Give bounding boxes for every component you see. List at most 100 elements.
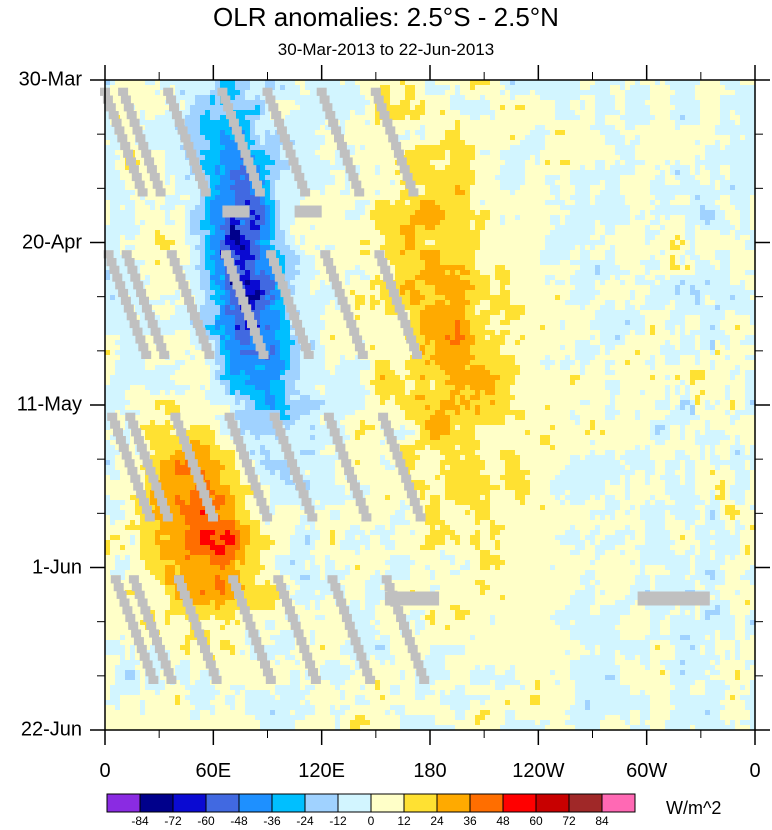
- heatmap-cell: [325, 195, 331, 201]
- heatmap-cell: [160, 165, 166, 171]
- heatmap-cell: [665, 90, 671, 96]
- heatmap-cell: [520, 180, 526, 186]
- heatmap-cell: [735, 120, 741, 126]
- heatmap-cell: [590, 85, 596, 91]
- heatmap-cell: [205, 270, 211, 276]
- heatmap-cell: [265, 195, 271, 201]
- heatmap-cell: [510, 230, 516, 236]
- heatmap-cell: [355, 195, 361, 201]
- heatmap-cell: [255, 240, 261, 246]
- heatmap-cell: [470, 265, 476, 271]
- heatmap-cell: [330, 225, 336, 231]
- heatmap-cell: [690, 110, 696, 116]
- heatmap-cell: [665, 215, 671, 221]
- heatmap-cell: [335, 175, 341, 181]
- heatmap-cell: [750, 130, 756, 136]
- heatmap-cell: [635, 255, 641, 261]
- heatmap-cell: [320, 205, 326, 211]
- heatmap-cell: [560, 185, 566, 191]
- heatmap-cell: [715, 200, 721, 206]
- heatmap-cell: [620, 140, 626, 146]
- heatmap-cell: [720, 185, 726, 191]
- heatmap-cell: [220, 240, 226, 246]
- heatmap-cell: [745, 150, 751, 156]
- heatmap-cell: [480, 190, 486, 196]
- heatmap-cell: [210, 230, 216, 236]
- heatmap-cell: [660, 165, 666, 171]
- heatmap-cell: [590, 90, 596, 96]
- heatmap-cell: [555, 115, 561, 121]
- heatmap-cell: [200, 220, 206, 226]
- heatmap-cell: [265, 125, 271, 131]
- heatmap-cell: [750, 170, 756, 176]
- heatmap-cell: [370, 190, 376, 196]
- heatmap-cell: [535, 265, 541, 271]
- heatmap-cell: [685, 235, 691, 241]
- heatmap-cell: [370, 205, 376, 211]
- heatmap-cell: [300, 235, 306, 241]
- heatmap-cell: [660, 250, 666, 256]
- heatmap-cell: [375, 165, 381, 171]
- heatmap-cell: [750, 115, 756, 121]
- heatmap-cell: [400, 105, 406, 111]
- heatmap-cell: [710, 155, 716, 161]
- heatmap-cell: [240, 110, 246, 116]
- heatmap-cell: [255, 250, 261, 256]
- heatmap-cell: [475, 95, 481, 101]
- heatmap-cell: [270, 205, 276, 211]
- heatmap-cell: [510, 190, 516, 196]
- heatmap-cell: [670, 95, 676, 101]
- heatmap-cell: [635, 135, 641, 141]
- heatmap-cell: [630, 125, 636, 131]
- heatmap-cell: [335, 80, 341, 86]
- heatmap-cell: [625, 225, 631, 231]
- heatmap-cell: [285, 205, 291, 211]
- heatmap-cell: [725, 195, 731, 201]
- heatmap-cell: [455, 140, 461, 146]
- heatmap-cell: [270, 140, 276, 146]
- heatmap-cell: [605, 145, 611, 151]
- heatmap-cell: [440, 150, 446, 156]
- heatmap-cell: [335, 90, 341, 96]
- heatmap-cell: [490, 90, 496, 96]
- heatmap-cell: [235, 190, 241, 196]
- heatmap-cell: [655, 205, 661, 211]
- heatmap-cell: [720, 235, 726, 241]
- heatmap-cell: [420, 250, 426, 256]
- heatmap-cell: [390, 180, 396, 186]
- heatmap-cell: [265, 265, 271, 271]
- heatmap-cell: [240, 105, 246, 111]
- heatmap-cell: [710, 230, 716, 236]
- heatmap-cell: [280, 175, 286, 181]
- heatmap-cell: [505, 220, 511, 226]
- heatmap-cell: [525, 85, 531, 91]
- heatmap-cell: [730, 250, 736, 256]
- heatmap-cell: [180, 250, 186, 256]
- heatmap-cell: [180, 260, 186, 266]
- heatmap-cell: [510, 160, 516, 166]
- heatmap-cell: [105, 145, 111, 151]
- heatmap-cell: [710, 175, 716, 181]
- heatmap-cell: [190, 190, 196, 196]
- heatmap-cell: [320, 245, 326, 251]
- heatmap-cell: [550, 100, 556, 106]
- heatmap-cell: [290, 80, 296, 86]
- heatmap-cell: [420, 260, 426, 266]
- heatmap-cell: [145, 210, 151, 216]
- heatmap-cell: [275, 145, 281, 151]
- heatmap-cell: [485, 85, 491, 91]
- heatmap-cell: [125, 215, 131, 221]
- heatmap-cell: [270, 235, 276, 241]
- heatmap-cell: [245, 255, 251, 261]
- heatmap-cell: [245, 135, 251, 141]
- heatmap-cell: [275, 90, 281, 96]
- heatmap-cell: [450, 265, 456, 271]
- heatmap-cell: [170, 165, 176, 171]
- heatmap-cell: [565, 165, 571, 171]
- heatmap-cell: [405, 80, 411, 86]
- heatmap-cell: [575, 190, 581, 196]
- heatmap-cell: [455, 260, 461, 266]
- heatmap-cell: [315, 175, 321, 181]
- heatmap-cell: [370, 230, 376, 236]
- heatmap-cell: [270, 230, 276, 236]
